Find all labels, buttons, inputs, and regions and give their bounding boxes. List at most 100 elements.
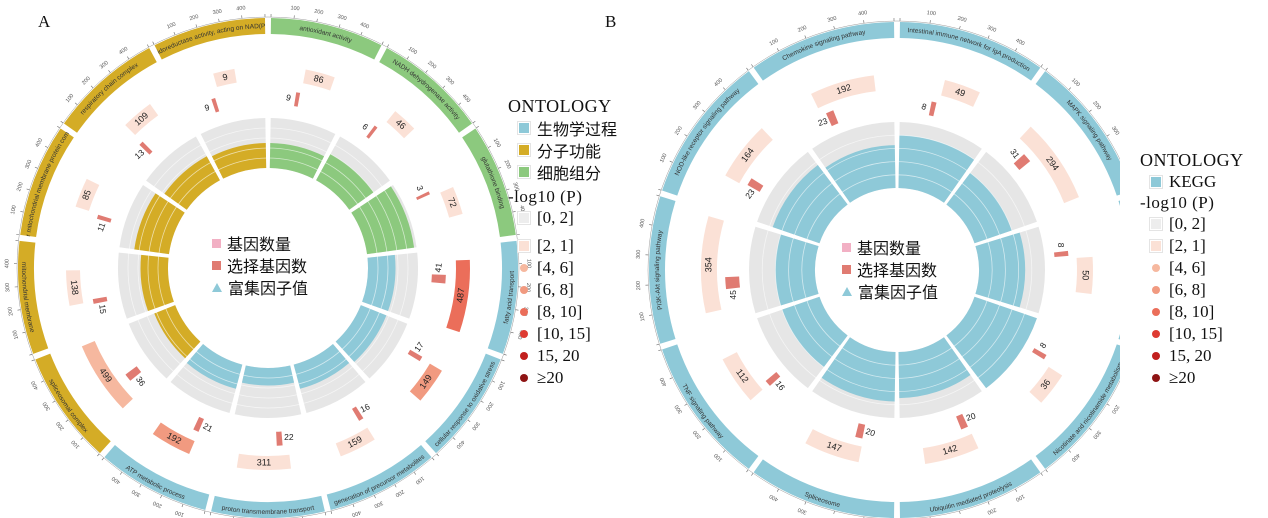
tick-label: 200 (81, 76, 92, 87)
tick-label: 300 (1091, 429, 1101, 440)
axis-tick (804, 35, 807, 39)
category-label: respiratory chain complex (79, 61, 140, 116)
ontology-sector (104, 445, 210, 511)
axis-tick (44, 145, 48, 148)
legend-p-6: 15, 20 (1140, 345, 1244, 367)
tick-label: 300 (986, 25, 997, 34)
category-label: inner mitochondrial membrane protein com… (0, 0, 71, 237)
axis-tick (34, 166, 38, 169)
gene-count-label: 142 (941, 443, 958, 457)
tick-label: 400 (351, 509, 362, 518)
gene-count-bar (335, 427, 375, 457)
tick-label: 100 (926, 10, 936, 17)
axis-tick (480, 400, 484, 403)
legend-p-0: [0, 2] (508, 207, 617, 229)
selected-bar (747, 178, 764, 192)
axis-tick (338, 24, 341, 28)
p-dot-icon (520, 264, 528, 272)
tick-label: 400 (236, 5, 246, 12)
axis-tick (722, 450, 726, 453)
axis-tick (492, 380, 496, 383)
axis-tick (436, 453, 439, 457)
tick-label: 100 (639, 312, 647, 322)
axis-tick (381, 41, 384, 45)
axis-tick (1045, 67, 1048, 71)
tick-label: 400 (639, 218, 647, 228)
legend-item-cc: 细胞组分 (508, 161, 617, 183)
tick-label: 300 (373, 499, 384, 508)
gene-count-bar (303, 69, 335, 91)
inner-legend-rich: 富集因子值 (842, 280, 938, 302)
kegg-swatch-icon (1150, 176, 1162, 188)
selected-bar (366, 125, 378, 139)
selected-bar (1054, 250, 1069, 258)
axis-tick (74, 102, 78, 105)
gene-count-label: 311 (257, 457, 271, 467)
gene-count-label: 36 (1038, 377, 1052, 391)
selected-label: 9 (203, 102, 210, 113)
legend-ontology-title: ONTOLOGY (508, 96, 612, 116)
selected-bar (956, 413, 968, 430)
axis-tick (649, 224, 653, 226)
axis-tick (498, 166, 502, 169)
axis-tick (804, 501, 807, 505)
gene-count-label: 50 (1081, 270, 1091, 280)
axis-tick (387, 44, 389, 48)
grid-circle (801, 174, 993, 366)
axis-tick (1106, 403, 1110, 406)
legend-item-mf: 分子功能 (508, 139, 617, 161)
axis-tick (173, 31, 176, 35)
ontology-sector (425, 353, 501, 454)
gene-count-bar (722, 352, 763, 401)
tick-label: 400 (111, 475, 122, 485)
ontology-sector (379, 48, 473, 133)
axis-tick (57, 125, 60, 129)
rich-factor-bar (211, 143, 267, 179)
axis-tick (29, 353, 33, 356)
legend-item-kegg: KEGG (1140, 171, 1244, 193)
tick-label: 300 (674, 404, 684, 415)
axis-tick (127, 56, 130, 60)
panel-label-a: A (38, 12, 51, 31)
axis-tick (452, 437, 456, 440)
axis-tick (101, 457, 105, 461)
gene-count-bar (1019, 126, 1079, 204)
selected-bar (765, 371, 781, 386)
selected-bar (139, 141, 153, 155)
axis-tick (669, 377, 673, 380)
legend-p-4: [8, 10] (508, 301, 617, 323)
rich-factor-bar (164, 156, 220, 210)
axis-tick (746, 469, 749, 473)
inner-legend-gene-count: 基因数量 (212, 232, 308, 254)
tick-label: 400 (4, 259, 10, 268)
legend-b: ONTOLOGY KEGG -log10 (P) [0, 2] [2, 1] [… (1140, 150, 1244, 389)
tick-label: 300 (444, 76, 455, 87)
tick-label: 400 (1070, 452, 1081, 463)
tick-label: 300 (42, 401, 52, 412)
axis-tick (31, 359, 35, 362)
legend-p-title: -log10 (P) (508, 187, 583, 206)
inner-legend-rich: 富集因子值 (212, 276, 308, 298)
p-dot-icon (520, 286, 528, 294)
selected-bar (826, 110, 839, 127)
tick-label: 200 (636, 281, 643, 291)
ontology-sector (662, 344, 759, 469)
axis-tick (776, 48, 779, 52)
ontology-sector (753, 459, 895, 518)
tick-label: 400 (461, 93, 472, 104)
legend-p-title: -log10 (P) (1140, 193, 1215, 212)
ontology-sector (462, 128, 516, 238)
cc-swatch-icon (518, 166, 530, 178)
axis-tick (119, 471, 123, 475)
tick-label: 300 (5, 283, 12, 293)
tick-label: 200 (797, 25, 808, 34)
gene-count-label: 72 (446, 196, 459, 209)
ontology-sector (1035, 344, 1120, 469)
category-label: MAPK signaling pathway (1065, 99, 1113, 162)
tick-label: 200 (957, 16, 967, 24)
category-label: spliceosomal complex (47, 378, 89, 435)
tick-label: 100 (769, 38, 780, 48)
gene-count-label: 86 (313, 73, 325, 85)
tick-label: 300 (131, 488, 142, 498)
